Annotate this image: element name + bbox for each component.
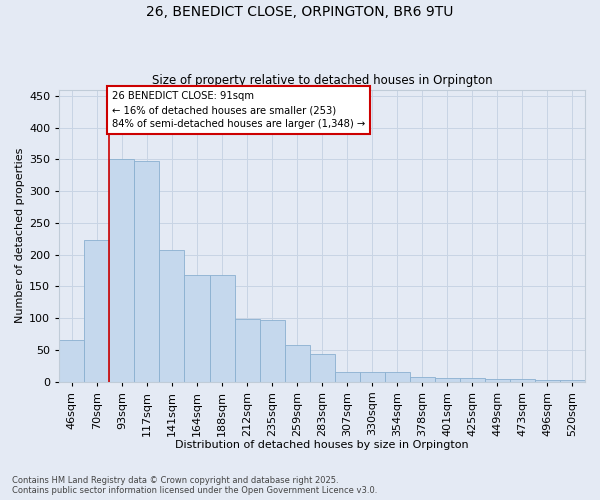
Bar <box>209 275 235 382</box>
Text: 26, BENEDICT CLOSE, ORPINGTON, BR6 9TU: 26, BENEDICT CLOSE, ORPINGTON, BR6 9TU <box>146 5 454 19</box>
Bar <box>59 340 85 382</box>
Bar <box>535 380 560 382</box>
Bar <box>510 379 535 382</box>
Bar <box>184 275 209 382</box>
X-axis label: Distribution of detached houses by size in Orpington: Distribution of detached houses by size … <box>175 440 469 450</box>
Bar <box>134 160 160 382</box>
Bar <box>335 372 360 382</box>
Bar <box>160 250 184 382</box>
Bar <box>560 380 585 382</box>
Bar <box>284 345 310 382</box>
Bar <box>85 240 109 382</box>
Bar <box>410 376 435 382</box>
Y-axis label: Number of detached properties: Number of detached properties <box>15 148 25 324</box>
Bar <box>360 372 385 382</box>
Bar <box>435 378 460 382</box>
Bar <box>235 320 260 382</box>
Bar <box>260 320 284 382</box>
Title: Size of property relative to detached houses in Orpington: Size of property relative to detached ho… <box>152 74 493 87</box>
Bar <box>385 372 410 382</box>
Bar <box>310 354 335 382</box>
Bar <box>460 378 485 382</box>
Bar <box>485 379 510 382</box>
Text: 26 BENEDICT CLOSE: 91sqm
← 16% of detached houses are smaller (253)
84% of semi-: 26 BENEDICT CLOSE: 91sqm ← 16% of detach… <box>112 92 365 130</box>
Text: Contains HM Land Registry data © Crown copyright and database right 2025.
Contai: Contains HM Land Registry data © Crown c… <box>12 476 377 495</box>
Bar <box>109 160 134 382</box>
